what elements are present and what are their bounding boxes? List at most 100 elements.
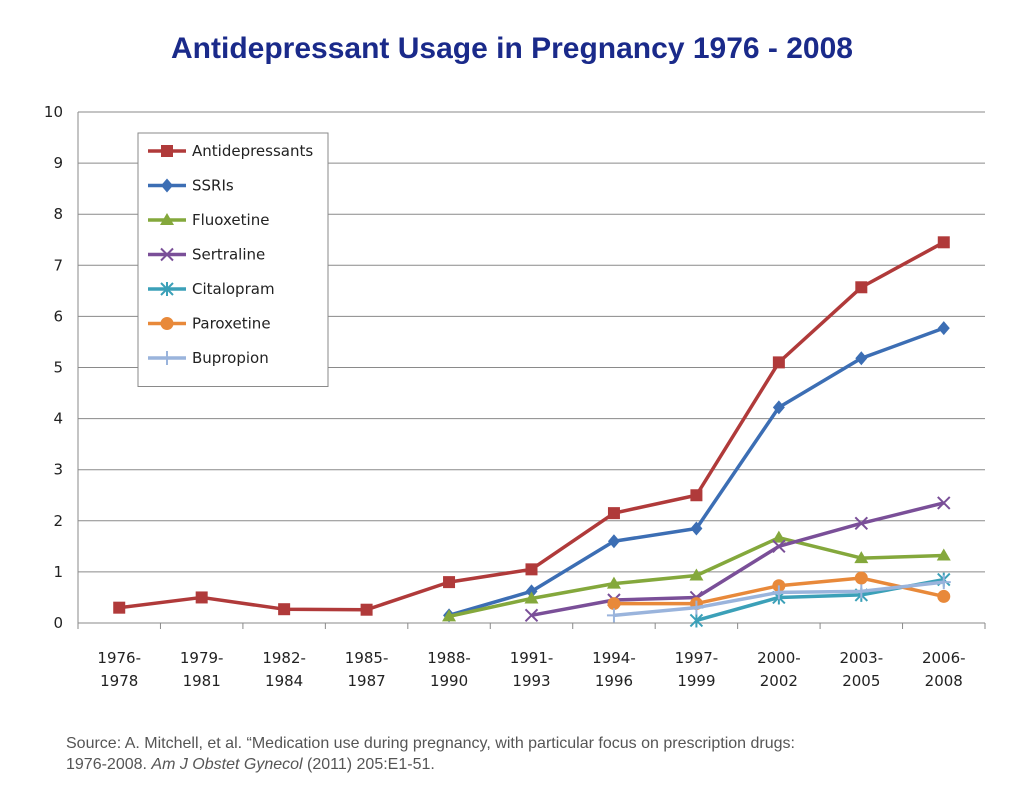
- x-tick-label: 1976-: [97, 649, 141, 667]
- y-tick-label: 6: [53, 307, 63, 325]
- data-point: [854, 516, 869, 531]
- x-tick-label: 1993: [512, 672, 550, 690]
- legend-box: [137, 132, 329, 387]
- data-point: [937, 496, 951, 510]
- data-point: [771, 585, 786, 600]
- legend-label: Fluoxetine: [192, 211, 269, 229]
- series-fluoxetine: [442, 530, 951, 622]
- legend-label: SSRIs: [192, 177, 234, 195]
- data-point: [771, 530, 786, 543]
- data-point: [855, 281, 868, 294]
- data-point: [607, 507, 620, 520]
- legend: Antidepressants SSRIs Fluoxetine Sertraline…: [137, 132, 329, 387]
- y-tick-label: 9: [53, 154, 63, 172]
- data-point: [937, 321, 950, 336]
- legend-label: Citalopram: [192, 280, 275, 298]
- legend-label: Paroxetine: [192, 315, 271, 333]
- x-tick-label: 1994-: [592, 649, 636, 667]
- legend-label: Bupropion: [192, 349, 269, 367]
- data-point: [936, 548, 951, 561]
- x-tick-label: 2002: [760, 672, 798, 690]
- series-bupropion: [606, 575, 951, 623]
- x-tick-label: 1988-: [427, 649, 471, 667]
- legend-item: Citalopram: [148, 280, 275, 298]
- x-tick-label: 2000-: [757, 649, 801, 667]
- data-point: [772, 400, 785, 415]
- x-tick-label: 2008: [925, 672, 963, 690]
- data-point: [606, 608, 621, 623]
- x-tick-label: 1997-: [675, 649, 719, 667]
- series-antidepressants: [113, 236, 950, 616]
- x-tick-label: 2006-: [922, 649, 966, 667]
- data-point: [160, 247, 174, 262]
- y-tick-label: 3: [53, 461, 63, 479]
- data-point: [607, 597, 621, 611]
- data-point: [937, 589, 951, 603]
- data-point: [524, 591, 539, 604]
- data-point: [160, 351, 174, 365]
- legend-item: Sertraline: [148, 246, 265, 264]
- x-tick-label: 2003-: [840, 649, 884, 667]
- source-line-1: Source: A. Mitchell, et al. “Medication …: [66, 735, 795, 752]
- data-point: [525, 584, 538, 599]
- legend-label: Sertraline: [192, 246, 265, 264]
- x-tick-label: 1991-: [510, 649, 554, 667]
- data-point: [690, 489, 703, 502]
- legend-item: Antidepressants: [148, 142, 313, 160]
- data-point: [936, 575, 951, 590]
- data-point: [606, 576, 621, 589]
- source-volume: (2011) 205:E1-51.: [302, 756, 435, 773]
- data-point: [689, 568, 704, 581]
- data-point: [360, 603, 373, 616]
- data-point: [160, 213, 174, 225]
- legend-item: Paroxetine: [148, 315, 271, 333]
- x-tick-labels: 1976- 1978 1979- 1981 1982- 1984 1985- 1987 1988…: [97, 649, 965, 690]
- x-tick-label: 1984: [265, 672, 303, 690]
- x-tick-label: 1999: [677, 672, 715, 690]
- source-line-2: 1976-2008. Am J Obstet Gynecol (2011) 20…: [66, 754, 966, 775]
- data-point: [937, 236, 950, 249]
- y-tick-labels: 0 1 2 3 4 5 6 7 8 9 10: [44, 103, 63, 632]
- legend-label: Antidepressants: [192, 142, 313, 160]
- data-point: [854, 571, 868, 585]
- x-tick-label: 1978: [100, 672, 138, 690]
- data-point: [161, 145, 173, 157]
- series-sertraline: [524, 496, 951, 623]
- legend-item: Bupropion: [148, 349, 269, 367]
- data-point: [607, 534, 620, 549]
- chart-title: Antidepressant Usage in Pregnancy 1976 -…: [171, 32, 853, 65]
- data-point: [854, 584, 869, 599]
- source-year-range: 1976-2008.: [66, 756, 152, 773]
- data-point: [442, 609, 457, 622]
- data-point: [443, 576, 456, 589]
- data-point: [855, 351, 868, 366]
- legend-item: SSRIs: [148, 177, 234, 195]
- y-tick-label: 0: [53, 614, 63, 632]
- y-tick-label: 4: [53, 410, 63, 428]
- data-point: [689, 613, 704, 628]
- data-point: [524, 608, 539, 623]
- data-point: [160, 317, 174, 330]
- source-journal: Am J Obstet Gynecol: [151, 756, 303, 773]
- data-point: [772, 539, 786, 554]
- y-tick-label: 1: [53, 563, 63, 581]
- data-point: [160, 282, 174, 296]
- data-point: [690, 521, 703, 536]
- source-citation: Source: A. Mitchell, et al. “Medication …: [66, 733, 966, 775]
- axes: [77, 112, 986, 629]
- data-point: [772, 356, 785, 369]
- y-tick-label: 7: [53, 256, 63, 274]
- data-point: [113, 601, 126, 614]
- data-point: [854, 551, 869, 564]
- y-tick-label: 10: [44, 103, 63, 121]
- x-tick-label: 1985-: [345, 649, 389, 667]
- data-point: [278, 603, 291, 616]
- legend-item: Fluoxetine: [148, 211, 269, 229]
- series-lines: [113, 236, 951, 628]
- x-tick-label: 1990: [430, 672, 468, 690]
- x-tick-label: 1987: [347, 672, 385, 690]
- data-point: [525, 563, 538, 576]
- y-tick-label: 2: [53, 512, 63, 530]
- x-tick-label: 1981: [183, 672, 221, 690]
- x-tick-label: 1982-: [262, 649, 306, 667]
